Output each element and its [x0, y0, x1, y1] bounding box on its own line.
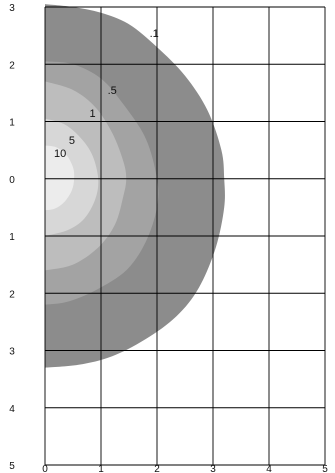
x-tick-label: 4 [266, 464, 272, 473]
y-tick-label: 2 [9, 289, 15, 300]
contour-level-label: .5 [108, 85, 117, 97]
y-axis-tick-labels: 3 2 1 0 1 2 3 4 5 [9, 3, 15, 472]
y-tick-label: 1 [9, 232, 15, 243]
x-tick-label: 2 [154, 464, 160, 473]
x-tick-label: 5 [322, 464, 328, 473]
y-tick-label: 3 [9, 3, 15, 14]
contour-level-label: 10 [54, 148, 66, 160]
y-tick-label: 4 [9, 404, 15, 415]
contour-level-label: 5 [69, 135, 75, 147]
x-tick-label: 0 [42, 464, 48, 473]
y-tick-label: 5 [9, 461, 15, 472]
x-tick-label: 3 [210, 464, 216, 473]
contour-labels: .1 .5 1 510 [54, 28, 159, 160]
grid-lines [44, 6, 326, 466]
contour-fills [45, 4, 225, 368]
contour-level-label: 1 [90, 108, 96, 120]
contour-region-4 [45, 145, 75, 211]
x-axis-tick-labels: 0 1 2 3 4 5 [42, 464, 328, 473]
y-tick-label: 3 [9, 347, 15, 358]
contour-level-label: .1 [150, 28, 159, 40]
y-tick-label: 2 [9, 60, 15, 71]
y-tick-label: 0 [9, 175, 15, 186]
x-tick-label: 1 [98, 464, 104, 473]
y-tick-label: 1 [9, 118, 15, 129]
